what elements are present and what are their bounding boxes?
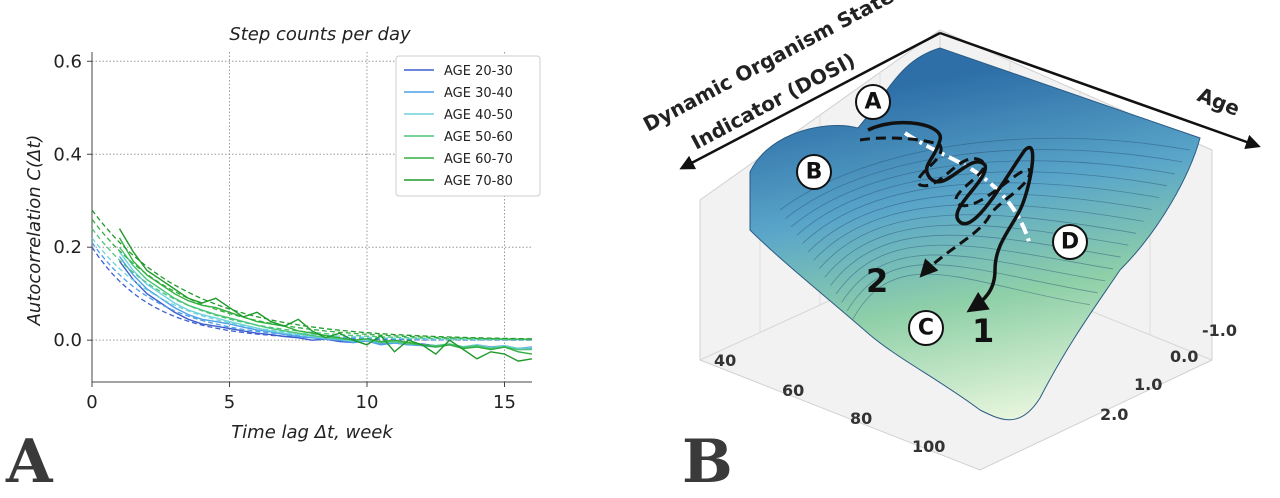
- age-axis-label: Age: [1194, 82, 1243, 120]
- legend-entry: AGE 50-60: [444, 130, 513, 145]
- dosi-axis-arrow: [679, 31, 941, 170]
- contour-line: [846, 264, 1098, 312]
- legend-entry: AGE 70-80: [444, 174, 513, 189]
- y-tick-label: 0.2: [53, 237, 82, 258]
- svg-text:A: A: [864, 90, 881, 115]
- dosi-tick: 1.0: [1134, 375, 1162, 394]
- tick-labels: 0 5 10 15 0.0 0.2 0.4 0.6: [53, 51, 516, 413]
- legend-entry: AGE 30-40: [444, 86, 513, 101]
- y-axis-label: Autocorrelation C(Δt): [24, 135, 45, 327]
- series-fit-line: [91, 209, 533, 340]
- svg-text:C: C: [918, 316, 934, 341]
- trajectory-label-2: 2: [866, 262, 888, 300]
- age-axis-arrow: [939, 31, 1261, 150]
- svg-text:B: B: [806, 160, 823, 185]
- panel-label-b: B: [682, 427, 733, 497]
- legend-entry: AGE 40-50: [444, 108, 513, 123]
- point-label-d: D: [1052, 224, 1088, 260]
- series-fit-line: [91, 237, 532, 341]
- age-tick: 100: [912, 437, 945, 456]
- age-tick: 80: [850, 409, 872, 428]
- series-fit-line: [91, 246, 532, 341]
- y-tick-label: 0.6: [53, 51, 82, 72]
- chart-title: Step counts per day: [229, 24, 411, 45]
- dosi-tick: 0.0: [1170, 347, 1198, 366]
- point-label-a: A: [855, 84, 891, 120]
- contour-line: [802, 182, 1160, 244]
- contour-line: [807, 193, 1152, 253]
- dosi-tick: 2.0: [1100, 405, 1128, 424]
- contour-line: [813, 203, 1144, 261]
- contour-line: [818, 214, 1137, 270]
- age-tick: 60: [782, 381, 804, 400]
- contour-line: [841, 254, 1106, 303]
- x-tick-label: 10: [356, 392, 379, 413]
- series-fit-line: [91, 218, 533, 340]
- axes: [91, 52, 532, 383]
- legend-entry: AGE 60-70: [444, 152, 513, 167]
- y-tick-label: 0.4: [53, 144, 82, 165]
- series-group: [91, 209, 533, 362]
- series-line: [118, 228, 533, 362]
- point-label-b: B: [796, 154, 832, 190]
- point-label-c: C: [908, 310, 944, 346]
- legend-entry: AGE 20-30: [444, 64, 513, 79]
- series-line: [118, 237, 533, 355]
- contour-line: [835, 244, 1114, 295]
- panel-b-surface: Dynamic Organism State Indicator (DOSI) …: [639, 0, 1261, 497]
- age-tick-labels: 40 60 80 100: [714, 351, 945, 456]
- panel-label-a: A: [5, 427, 54, 497]
- contour-line: [796, 171, 1167, 236]
- x-axis-label: Time lag Δt, week: [231, 422, 394, 443]
- panel-a-chart: 0 5 10 15 0.0 0.2 0.4 0.6 Step counts per day T…: [5, 24, 541, 497]
- trajectory-label-1: 1: [972, 312, 994, 350]
- trajectory-1: [867, 120, 1035, 313]
- dosi-tick-labels: -1.0 0.0 1.0 2.0: [1100, 321, 1237, 424]
- dosi-tick: -1.0: [1202, 321, 1237, 340]
- x-tick-label: 5: [224, 392, 235, 413]
- contour-line: [790, 160, 1175, 228]
- legend: AGE 20-30 AGE 30-40 AGE 40-50 AGE 50-60 AGE …: [395, 55, 541, 197]
- trajectory-2: [859, 136, 1032, 278]
- contour-line: [852, 273, 1090, 320]
- y-tick-label: 0.0: [53, 330, 82, 351]
- svg-text:D: D: [1061, 230, 1079, 255]
- series-fit-line: [91, 228, 532, 341]
- age-tick: 40: [714, 351, 736, 370]
- x-tick-label: 0: [86, 392, 97, 413]
- x-tick-label: 15: [493, 392, 516, 413]
